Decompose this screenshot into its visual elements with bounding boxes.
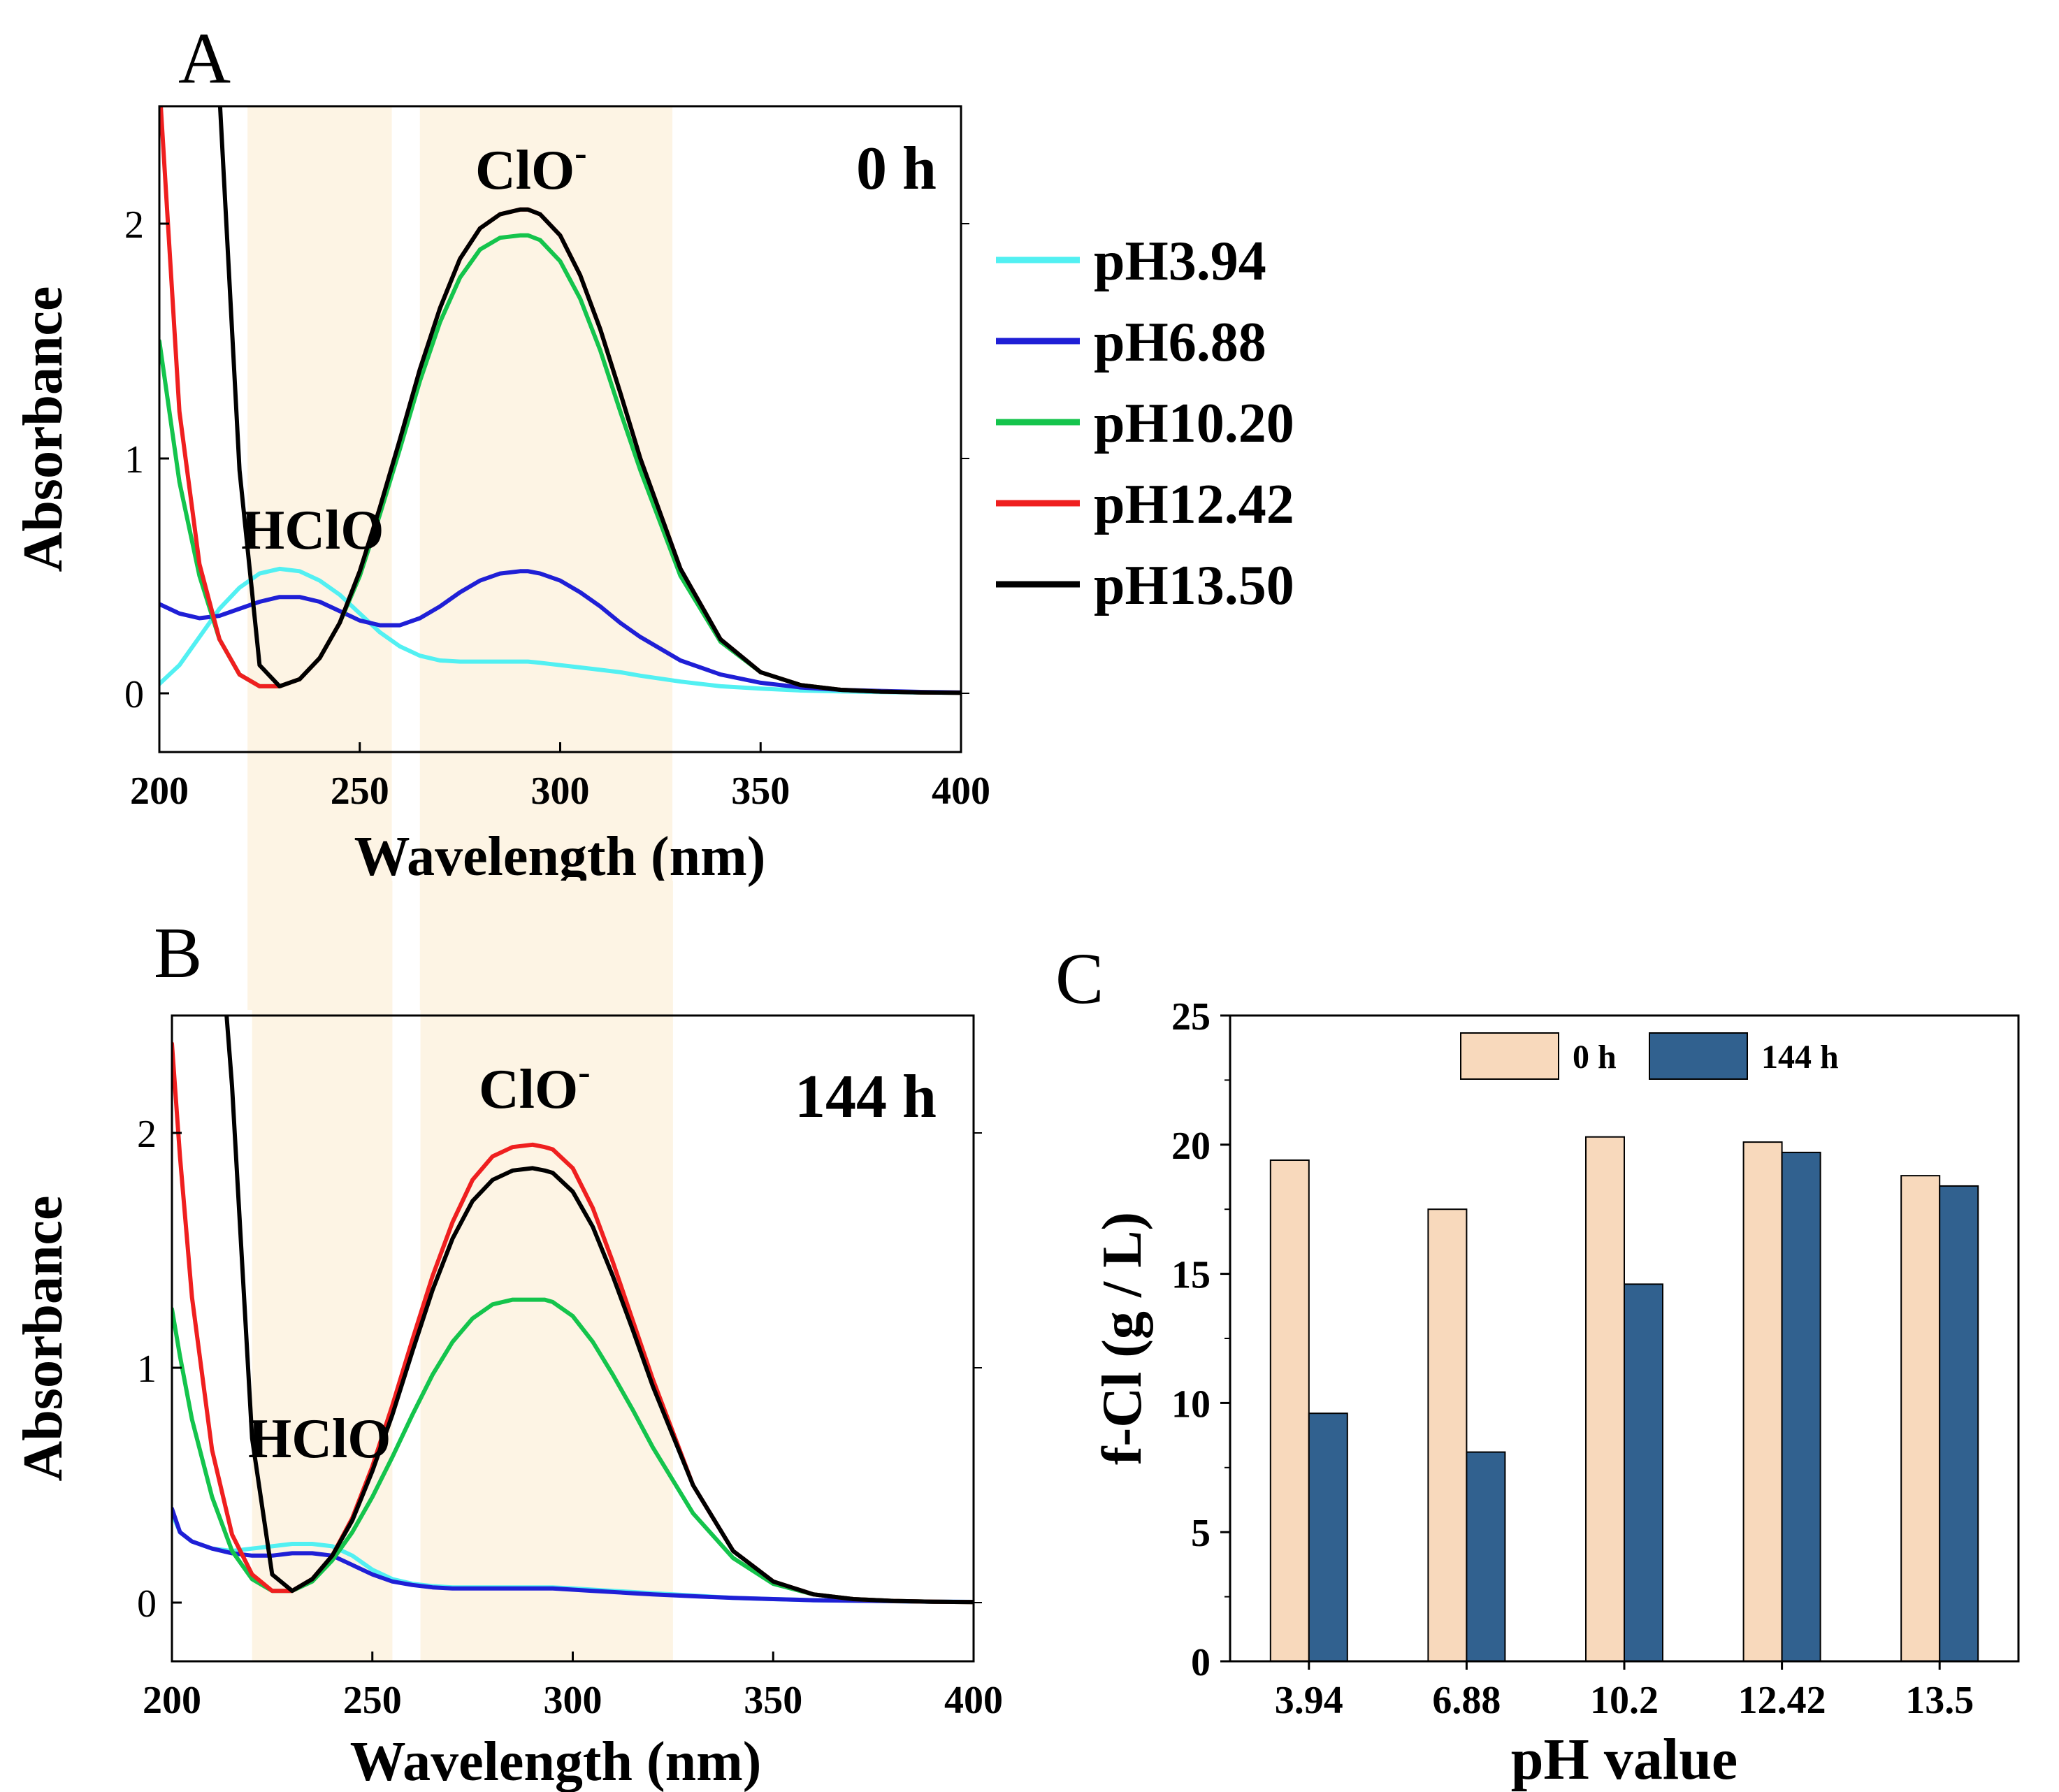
panel-b-xtick-label-250: 250 (343, 1679, 402, 1722)
panel-b-y-axis-title: Absorbance (13, 1196, 74, 1482)
panel-b-xtick-label-200: 200 (143, 1679, 201, 1722)
panel-b-label: B (154, 913, 202, 993)
panel-b-ytick-label-2: 2 (137, 1113, 157, 1156)
bar-144-h-ph-13-5 (1939, 1185, 1979, 1663)
panel-b-band-1 (252, 881, 393, 1661)
panel-a-xtick-label-250: 250 (331, 769, 389, 813)
panel-a-xtick-label-400: 400 (932, 769, 990, 813)
panel-a-line-ph3-94 (159, 566, 961, 695)
panel-c-xtick-label-12-42: 12.42 (1738, 1679, 1826, 1722)
panel-a-x-axis-title: Wavelength (nm) (354, 826, 766, 888)
panel-a-absorbance-0h: 200 250 300 350 400 0 1 2 A 0 h HClO ClO- Wavel… (13, 18, 990, 1010)
legend-label-ph12-42: pH12.42 (1094, 474, 1294, 535)
panel-b-spectra (172, 1016, 974, 1605)
panel-c-bars (1269, 1136, 1979, 1663)
panel-a-clo-base: ClO (475, 140, 575, 201)
panel-b-band-2 (420, 881, 673, 1661)
panel-a-ytick-label-2: 2 (124, 203, 144, 247)
bar-0-h-ph-12-42 (1742, 1141, 1783, 1662)
bar-144-h-ph-3-94 (1308, 1412, 1348, 1662)
panel-b-ytick-label-1: 1 (137, 1347, 157, 1391)
panel-c-legend: 0 h 144 h (1460, 1032, 1839, 1080)
panel-c-label: C (1055, 939, 1104, 1019)
panel-c-xtick-label-3-94: 3.94 (1275, 1679, 1343, 1722)
panel-a-line-ph13-50 (217, 106, 961, 695)
bar-144-h-ph-10-2 (1624, 1283, 1663, 1663)
panel-b-line-ph13-50 (224, 1016, 974, 1605)
legend-label-ph3-94: pH3.94 (1094, 231, 1266, 292)
legend-label-ph13-50: pH13.50 (1094, 555, 1294, 616)
panel-c-xtick-label-10-2: 10.2 (1590, 1679, 1659, 1722)
panel-b-x-axis-title: Wavelength (nm) (350, 1731, 762, 1792)
panel-a-time-label: 0 h (856, 135, 937, 203)
panel-a-ticks: 200 250 300 350 400 0 1 2 (124, 203, 990, 813)
bar-0-h-ph-13-5 (1900, 1175, 1941, 1662)
legend-label-ph6-88: pH6.88 (1094, 312, 1266, 373)
panel-a-line-ph6-88 (159, 569, 961, 695)
panel-b-xtick-label-300: 300 (544, 1679, 602, 1722)
panel-a-label: A (178, 18, 231, 99)
spectra-legend: pH3.94 pH6.88 pH10.20 pH12.42 pH13.50 (996, 231, 1294, 616)
panel-b-hclo-label: HClO (248, 1408, 391, 1470)
panel-b-clo-base: ClO (479, 1059, 578, 1120)
panel-a-clo-superscript: - (575, 133, 586, 173)
legend-label-ph10-20: pH10.20 (1094, 393, 1294, 454)
panel-b-clo-superscript: - (578, 1053, 590, 1092)
panel-a-spectra (159, 106, 961, 695)
panel-a-xtick-label-200: 200 (130, 769, 189, 813)
panel-b-shaded-bands (252, 881, 673, 1661)
panel-a-xtick-label-300: 300 (531, 769, 590, 813)
bar-0-h-ph-6-88 (1427, 1208, 1468, 1662)
panel-b-time-label: 144 h (795, 1063, 937, 1131)
panel-a-xtick-label-350: 350 (731, 769, 790, 813)
panel-c-xtick-label-6-88: 6.88 (1432, 1679, 1501, 1722)
panel-c-legend-label-144-h: 144 h (1761, 1039, 1839, 1076)
panel-a-clo-label: ClO- (475, 133, 587, 201)
panel-c-ticks: 3.94 6.88 10.2 12.42 13.5 0 5 10 15 20 25 (1171, 995, 1974, 1722)
panel-b-absorbance-144h: 200 250 300 350 400 0 1 2 B 144 h HClO ClO- Wav… (13, 881, 1003, 1792)
panel-b-line-ph6-88 (172, 1506, 974, 1604)
bar-0-h-ph-3-94 (1269, 1159, 1310, 1662)
panel-c-ytick-label-25: 25 (1171, 995, 1211, 1039)
panel-a-ytick-label-1: 1 (124, 438, 144, 482)
panel-c-ytick-label-20: 20 (1171, 1125, 1211, 1168)
panel-a-ytick-label-0: 0 (124, 673, 144, 716)
panel-c-free-chlorine-bars: 3.94 6.88 10.2 12.42 13.5 0 5 10 15 20 25 0 h 144 h… (1055, 939, 2020, 1792)
panel-b-xtick-label-350: 350 (744, 1679, 802, 1722)
panel-b-xtick-label-400: 400 (944, 1679, 1003, 1722)
panel-c-legend-swatch-0-h (1460, 1032, 1559, 1080)
bar-0-h-ph-10-2 (1585, 1136, 1625, 1663)
bar-144-h-ph-6-88 (1466, 1451, 1506, 1663)
panel-b-clo-label: ClO- (479, 1053, 591, 1120)
panel-b-ytick-label-0: 0 (137, 1582, 157, 1626)
bar-144-h-ph-12-42 (1781, 1151, 1821, 1662)
panel-c-legend-swatch-144-h (1649, 1032, 1748, 1080)
panel-c-legend-label-0-h: 0 h (1573, 1039, 1617, 1076)
panel-c-ytick-label-0: 0 (1191, 1641, 1211, 1684)
panel-a-y-axis-title: Absorbance (13, 287, 74, 572)
panel-c-ytick-label-15: 15 (1171, 1254, 1211, 1297)
panel-b-ticks: 200 250 300 350 400 0 1 2 (137, 1113, 1003, 1722)
panel-c-ytick-label-10: 10 (1171, 1382, 1211, 1426)
panel-c-y-axis-title: f-Cl (g / L) (1092, 1212, 1153, 1465)
panel-c-ytick-label-5: 5 (1191, 1512, 1211, 1555)
panel-c-xtick-label-13-5: 13.5 (1905, 1679, 1974, 1722)
panel-c-x-axis-title: pH value (1511, 1727, 1737, 1792)
panel-a-hclo-label: HClO (241, 500, 384, 561)
